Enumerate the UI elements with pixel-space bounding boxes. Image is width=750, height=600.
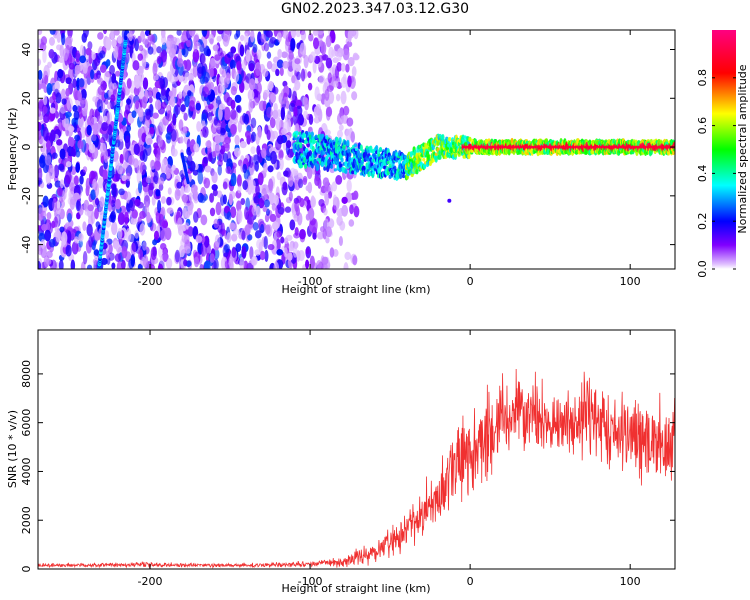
- x-tick-label: -100: [298, 575, 323, 588]
- y-tick-label: 4000: [20, 457, 33, 485]
- x-tick-label: 100: [620, 575, 641, 588]
- colorbar-label: Normalized spectral amplitude: [736, 64, 749, 233]
- x-tick-label: 0: [467, 575, 474, 588]
- y-tick-label: 6000: [20, 409, 33, 437]
- snr-background: [38, 330, 675, 569]
- colorbar-tick-label: 0.4: [696, 165, 709, 183]
- colorbar-tick-label: 0.8: [696, 69, 709, 87]
- spectrogram-frame: [37, 29, 676, 270]
- y-tick-label: 8000: [20, 360, 33, 388]
- colorbar-gradient: [712, 30, 736, 269]
- spectrogram-ylabel: Frequency (Hz): [6, 108, 19, 191]
- y-tick-label: -40: [20, 236, 33, 254]
- colorbar: 0.0 0.2 0.4 0.6 0.8 Normalized spectral ampl…: [696, 30, 749, 278]
- y-tick-label: 0: [20, 144, 33, 151]
- y-tick-label: 20: [20, 91, 33, 105]
- snr-ylabel: SNR (10 * v/v): [6, 410, 19, 488]
- snr-series-line: [38, 369, 675, 569]
- snr-frame: [37, 329, 676, 570]
- x-tick-label: 100: [620, 275, 641, 288]
- figure-title: GN02.2023.347.03.12.G30: [280, 1, 470, 17]
- snr-xlabel: Height of straight line (km): [281, 582, 430, 595]
- spectrogram-heatmap: [38, 30, 675, 269]
- colorbar-tick-label: 0.6: [696, 117, 709, 135]
- y-tick-label: -20: [20, 187, 33, 205]
- y-tick-label: 0: [20, 566, 33, 573]
- x-tick-label: 0: [467, 275, 474, 288]
- x-tick-label: -200: [138, 275, 163, 288]
- spectrogram-xlabel: Height of straight line (km): [281, 283, 430, 296]
- x-tick-label: -100: [298, 275, 323, 288]
- colorbar-ticks: 0.0 0.2 0.4 0.6 0.8: [696, 69, 736, 278]
- y-tick-label: 2000: [20, 506, 33, 534]
- y-tick-label: 40: [20, 43, 33, 57]
- x-tick-label: -200: [138, 575, 163, 588]
- colorbar-tick-label: 0.0: [696, 260, 709, 278]
- colorbar-tick-label: 0.2: [696, 212, 709, 230]
